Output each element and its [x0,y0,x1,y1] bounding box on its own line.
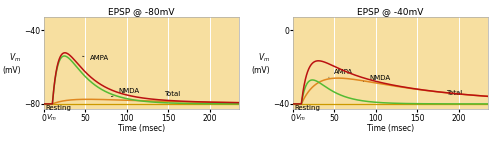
Text: NMDA: NMDA [111,88,140,97]
Text: AMPA: AMPA [82,55,109,61]
Text: NMDA: NMDA [364,75,391,81]
Y-axis label: $V_m$
(mV): $V_m$ (mV) [251,52,270,75]
X-axis label: Time (msec): Time (msec) [118,124,165,133]
Text: Total: Total [446,90,463,96]
Text: Total: Total [164,91,180,97]
Y-axis label: $V_m$
(mV): $V_m$ (mV) [2,52,21,75]
Title: EPSP @ -40mV: EPSP @ -40mV [357,7,423,17]
Text: Resting
$V_m$: Resting $V_m$ [46,105,72,123]
X-axis label: Time (msec): Time (msec) [367,124,414,133]
Text: AMPA: AMPA [329,69,354,77]
Text: Resting
$V_m$: Resting $V_m$ [294,105,320,123]
Title: EPSP @ -80mV: EPSP @ -80mV [108,7,174,17]
